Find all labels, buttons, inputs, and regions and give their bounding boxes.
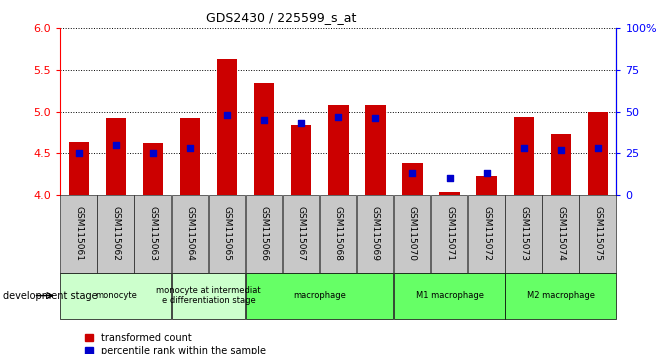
Point — [259, 117, 269, 123]
Point — [444, 175, 455, 181]
Bar — [365, 105, 386, 195]
Text: GSM115067: GSM115067 — [297, 206, 306, 261]
Bar — [143, 143, 163, 195]
Bar — [440, 192, 460, 195]
Point — [370, 115, 381, 121]
Text: GSM115071: GSM115071 — [445, 206, 454, 261]
Text: M1 macrophage: M1 macrophage — [415, 291, 484, 300]
Point — [333, 114, 344, 119]
Text: monocyte: monocyte — [95, 291, 137, 300]
Bar — [254, 83, 275, 195]
Text: GSM115062: GSM115062 — [111, 206, 121, 261]
Legend: transformed count, percentile rank within the sample: transformed count, percentile rank withi… — [85, 333, 266, 354]
Point — [519, 145, 529, 151]
Text: GSM115070: GSM115070 — [408, 206, 417, 261]
Point — [74, 150, 84, 156]
Bar — [551, 134, 571, 195]
Bar — [291, 125, 312, 195]
Bar — [588, 112, 608, 195]
Bar — [217, 59, 237, 195]
Text: macrophage: macrophage — [293, 291, 346, 300]
Text: GSM115068: GSM115068 — [334, 206, 343, 261]
Text: GSM115074: GSM115074 — [556, 206, 565, 261]
Bar — [402, 163, 423, 195]
Point — [592, 145, 603, 151]
Text: GSM115073: GSM115073 — [519, 206, 528, 261]
Text: GSM115061: GSM115061 — [74, 206, 83, 261]
Bar — [68, 142, 89, 195]
Point — [185, 145, 196, 151]
Bar — [513, 117, 534, 195]
Point — [407, 170, 418, 176]
Text: GSM115064: GSM115064 — [186, 206, 194, 261]
Point — [481, 170, 492, 176]
Text: GSM115069: GSM115069 — [371, 206, 380, 261]
Text: monocyte at intermediat
e differentiation stage: monocyte at intermediat e differentiatio… — [156, 286, 261, 305]
Bar — [328, 105, 348, 195]
Point — [555, 147, 566, 153]
Bar — [476, 176, 497, 195]
Text: GDS2430 / 225599_s_at: GDS2430 / 225599_s_at — [206, 11, 356, 24]
Text: M2 macrophage: M2 macrophage — [527, 291, 595, 300]
Text: GSM115075: GSM115075 — [594, 206, 602, 261]
Point — [111, 142, 121, 148]
Text: GSM115072: GSM115072 — [482, 206, 491, 261]
Point — [222, 112, 232, 118]
Text: GSM115066: GSM115066 — [260, 206, 269, 261]
Point — [296, 120, 307, 126]
Text: development stage: development stage — [3, 291, 98, 301]
Bar — [106, 118, 126, 195]
Bar — [180, 118, 200, 195]
Point — [147, 150, 158, 156]
Text: GSM115065: GSM115065 — [222, 206, 232, 261]
Text: GSM115063: GSM115063 — [149, 206, 157, 261]
